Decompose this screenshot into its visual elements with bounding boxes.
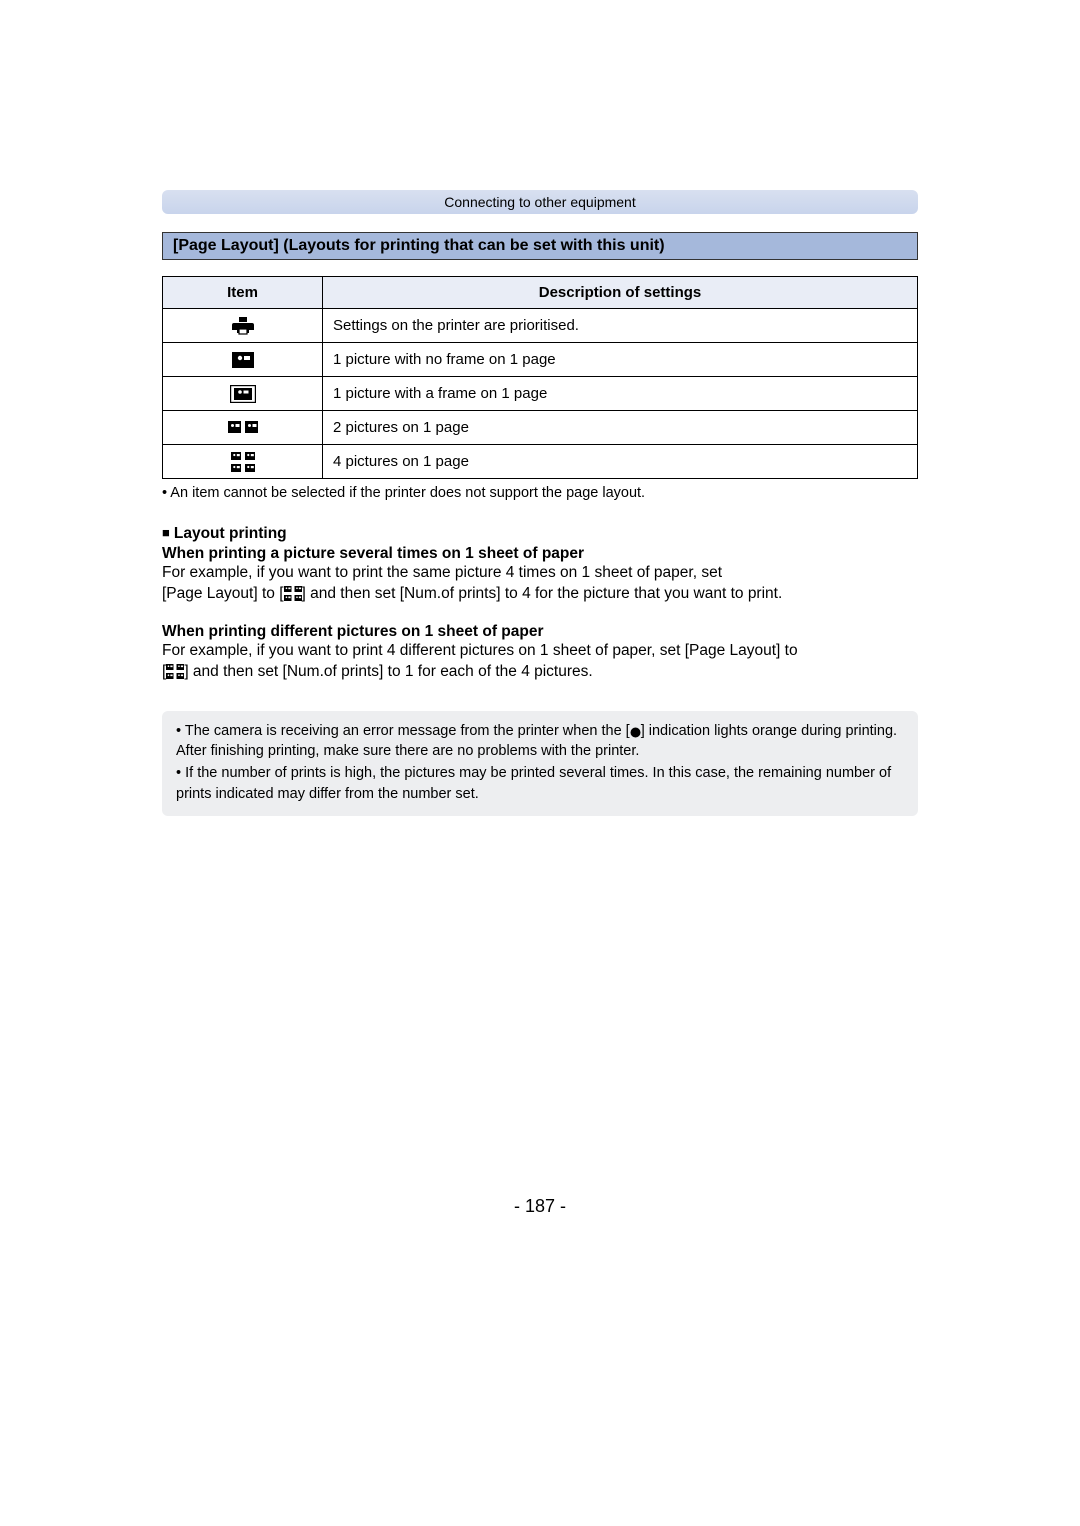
diff-pic-title: When printing different pictures on 1 sh… [162,623,918,641]
table-row: 4 pictures on 1 page [163,445,918,479]
table-footnote: • An item cannot be selected if the prin… [162,485,918,501]
table-row: 1 picture with no frame on 1 page [163,343,918,377]
info-box: • The camera is receiving an error messa… [162,711,918,816]
row-desc: 1 picture with no frame on 1 page [323,343,918,377]
two-up-icon [163,411,323,445]
table-row: Settings on the printer are prioritised. [163,309,918,343]
diff-pic-line1: For example, if you want to print 4 diff… [162,642,798,659]
four-up-icon [163,445,323,479]
section-title: [Page Layout] (Layouts for printing that… [162,232,918,260]
layout-heading-text: Layout printing [174,525,287,542]
same-pic-title: When printing a picture several times on… [162,545,918,563]
table-header-row: Item Description of settings [163,277,918,309]
layout-table: Item Description of settings Settings on… [162,276,918,479]
col-item: Item [163,277,323,309]
same-pic-line1: For example, if you want to print the sa… [162,564,722,581]
four-up-inline-icon [284,585,302,602]
manual-page: Connecting to other equipment [Page Layo… [0,0,1080,1217]
layout-printing-heading: ■ Layout printing [162,525,918,543]
four-up-inline-icon [166,663,184,680]
one-noframe-icon [163,343,323,377]
same-pic-line2a: [Page Layout] to [ [162,585,284,602]
same-pic-line2b: ] and then set [Num.of prints] to 4 for … [302,585,783,602]
square-bullet-icon: ■ [162,525,170,540]
one-frame-icon [163,377,323,411]
row-desc: 1 picture with a frame on 1 page [323,377,918,411]
page-number: - 187 - [162,1196,918,1217]
row-desc: 4 pictures on 1 page [323,445,918,479]
table-row: 2 pictures on 1 page [163,411,918,445]
chapter-header: Connecting to other equipment [162,190,918,214]
dot-indicator-icon [630,723,641,739]
info-b1a: • The camera is receiving an error messa… [176,723,630,739]
col-desc: Description of settings [323,277,918,309]
printer-icon [163,309,323,343]
diff-pic-line2b: ] and then set [Num.of prints] to 1 for … [184,663,592,680]
row-desc: Settings on the printer are prioritised. [323,309,918,343]
row-desc: 2 pictures on 1 page [323,411,918,445]
diff-pic-block: When printing different pictures on 1 sh… [162,623,918,683]
diff-pic-body: For example, if you want to print 4 diff… [162,641,918,683]
layout-printing-block: ■ Layout printing When printing a picture… [162,525,918,605]
info-bullet-1: • The camera is receiving an error messa… [176,721,904,762]
info-bullet-2: • If the number of prints is high, the p… [176,763,904,804]
same-pic-body: For example, if you want to print the sa… [162,563,918,605]
table-row: 1 picture with a frame on 1 page [163,377,918,411]
